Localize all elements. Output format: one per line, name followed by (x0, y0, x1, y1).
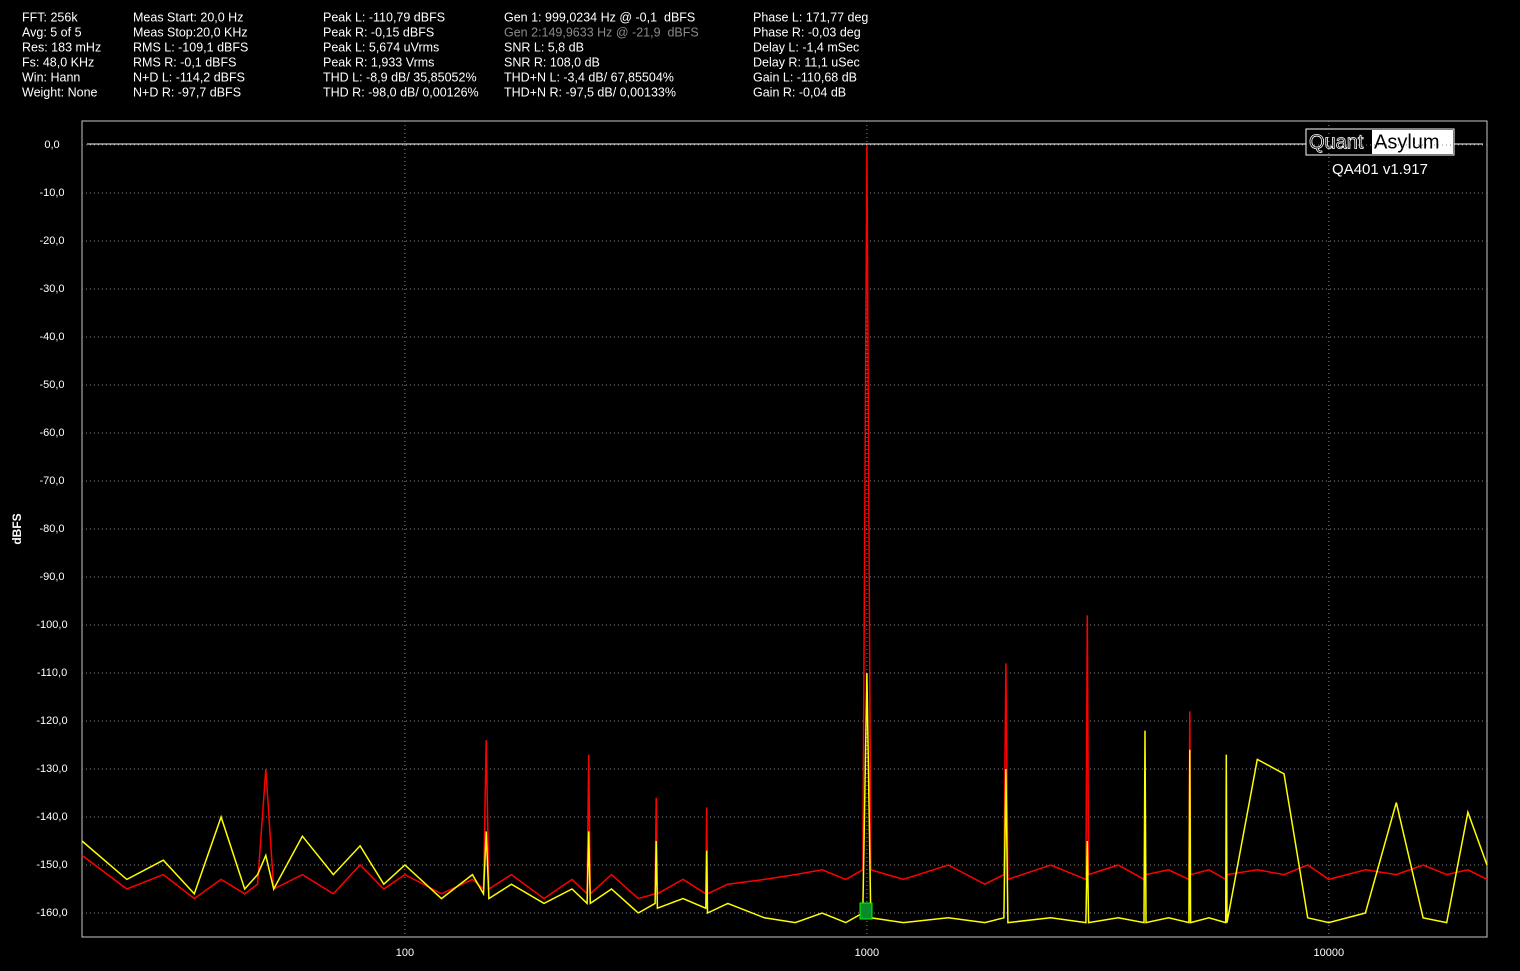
x-tick-label: 10000 (1314, 947, 1345, 959)
plot-frame (81, 120, 1488, 938)
readout: Gen 1: 999,0234 Hz @ -0,1 dBFS (504, 10, 695, 24)
readout: Weight: None (22, 85, 98, 99)
logo-fill (1372, 130, 1453, 154)
readout: Meas Stop:20,0 KHz (133, 25, 248, 39)
readout: Avg: 5 of 5 (22, 25, 82, 39)
y-tick-label: -150,0 (36, 859, 67, 871)
y-tick-label: -50,0 (39, 379, 64, 391)
readout: THD+N R: -97,5 dB/ 0,00133% (504, 85, 676, 99)
y-tick-label: -110,0 (37, 667, 67, 679)
y-axis-label: dBFS (10, 513, 24, 544)
readout: Phase R: -0,03 deg (753, 25, 861, 39)
cursor-marker (859, 902, 873, 920)
readout: N+D R: -97,7 dBFS (133, 85, 241, 99)
readout: Peak L: 5,674 uVrms (323, 40, 439, 54)
y-tick-label: -20,0 (39, 235, 64, 247)
readout: THD+N L: -3,4 dB/ 67,85504% (504, 70, 674, 84)
readout: Gain L: -110,68 dB (753, 70, 857, 84)
readout: SNR R: 108,0 dB (504, 55, 600, 69)
y-tick-label: -100,0 (36, 619, 67, 631)
readout: Delay R: 11,1 uSec (753, 55, 860, 69)
readout: Peak L: -110,79 dBFS (323, 10, 445, 24)
y-tick-label: -130,0 (36, 763, 67, 775)
readout: Meas Start: 20,0 Hz (133, 10, 243, 24)
y-tick-label: 0,0 (44, 139, 59, 151)
logo-right: Asylum (1374, 131, 1440, 153)
readout: Peak R: 1,933 Vrms (323, 55, 434, 69)
readout: Gen 2:149,9633 Hz @ -21,9 dBFS (504, 25, 699, 39)
spectrum-line (81, 672, 1488, 924)
version: QA401 v1.917 (1332, 161, 1428, 178)
readout: Gain R: -0,04 dB (753, 85, 846, 99)
x-tick-label: 1000 (855, 947, 879, 959)
y-tick-label: -140,0 (36, 811, 67, 823)
y-tick-label: -60,0 (39, 427, 64, 439)
y-tick-label: -70,0 (39, 475, 64, 487)
y-tick-label: -80,0 (39, 523, 64, 535)
readout: RMS L: -109,1 dBFS (133, 40, 248, 54)
y-tick-label: -40,0 (39, 331, 64, 343)
y-tick-label: -10,0 (39, 187, 64, 199)
readout: Peak R: -0,15 dBFS (323, 25, 434, 39)
readout: Phase L: 171,77 deg (753, 10, 868, 24)
readout: RMS R: -0,1 dBFS (133, 55, 237, 69)
readout: Res: 183 mHz (22, 40, 101, 54)
readout: N+D L: -114,2 dBFS (133, 70, 245, 84)
y-tick-label: -30,0 (39, 283, 64, 295)
readout: THD R: -98,0 dB/ 0,00126% (323, 85, 479, 99)
logo-left: Quant (1309, 131, 1364, 153)
readout: Delay L: -1,4 mSec (753, 40, 859, 54)
readout: Win: Hann (22, 70, 80, 84)
readout: Fs: 48,0 KHz (22, 55, 94, 69)
spectrum-line (81, 144, 1488, 900)
y-tick-label: -160,0 (36, 907, 67, 919)
readout: FFT: 256k (22, 10, 78, 24)
y-tick-label: -90,0 (39, 571, 64, 583)
x-tick-label: 100 (396, 947, 414, 959)
readout: SNR L: 5,8 dB (504, 40, 584, 54)
y-tick-label: -120,0 (36, 715, 67, 727)
readout: THD L: -8,9 dB/ 35,85052% (323, 70, 477, 84)
logo: Quant Asylum QA401 v1.917 (1305, 128, 1455, 178)
